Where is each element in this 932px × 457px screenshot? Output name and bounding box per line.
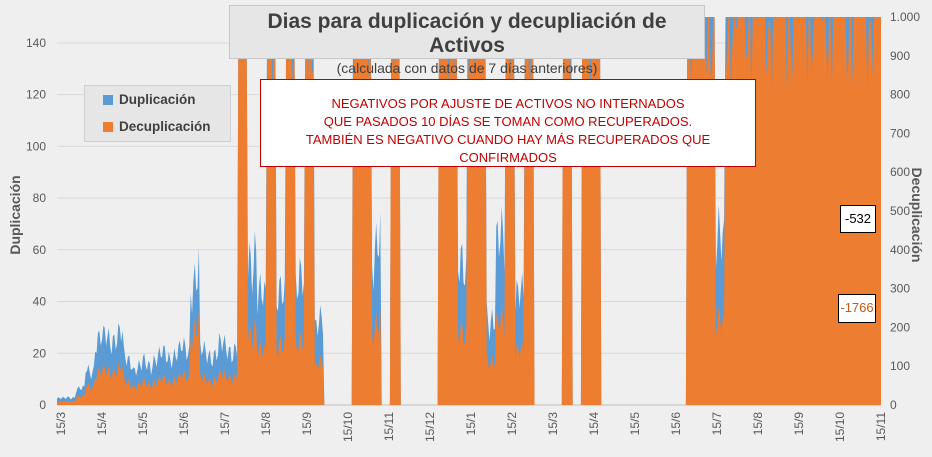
legend-swatch-decuplicacion bbox=[103, 122, 113, 132]
y-tick-right: 300 bbox=[890, 282, 910, 296]
y-tick-right: 600 bbox=[890, 165, 910, 179]
y-tick-left: 100 bbox=[26, 139, 46, 153]
y-tick-right: 0 bbox=[890, 398, 897, 412]
legend-item-duplicacion: Duplicación bbox=[103, 92, 196, 107]
legend-item-decuplicacion: Decuplicación bbox=[103, 119, 211, 134]
y-tick-left: 40 bbox=[33, 295, 47, 309]
annotation-line-2: QUE PASADOS 10 DÍAS SE TOMAN COMO RECUPE… bbox=[323, 114, 693, 129]
x-tick-label: 15/8 bbox=[751, 412, 765, 436]
area-decuplicacion bbox=[57, 17, 881, 405]
x-tick-label: 15/5 bbox=[136, 412, 150, 436]
legend-label-duplicacion: Duplicación bbox=[119, 92, 196, 107]
callout-decuplicacion: -1766 bbox=[838, 294, 876, 323]
x-tick-label: 15/2 bbox=[505, 412, 519, 436]
annotation-note: NEGATIVOS POR AJUSTE DE ACTIVOS NO INTER… bbox=[260, 79, 756, 167]
y-tick-left: 0 bbox=[39, 398, 46, 412]
x-tick-label: 15/11 bbox=[874, 412, 888, 441]
x-tick-label: 15/7 bbox=[710, 412, 724, 436]
chart-title-box: Dias para duplicación y decupliación de … bbox=[229, 5, 705, 76]
y-tick-right: 200 bbox=[890, 320, 910, 334]
y-tick-left: 20 bbox=[33, 346, 47, 360]
y-tick-right: 500 bbox=[890, 204, 910, 218]
y-tick-right: 900 bbox=[890, 49, 910, 63]
x-tick-label: 15/7 bbox=[218, 412, 232, 436]
x-tick-label: 15/5 bbox=[628, 412, 642, 436]
y-tick-right: 1.000 bbox=[890, 10, 920, 24]
legend-swatch-duplicacion bbox=[103, 95, 113, 105]
x-tick-label: 15/10 bbox=[833, 412, 847, 442]
chart-subtitle: (calculada con datos de 7 días anteriore… bbox=[336, 60, 598, 76]
x-tick-label: 15/4 bbox=[587, 412, 601, 436]
series-decuplicacion bbox=[57, 17, 881, 405]
y-axis-right-ticks: 0 100 200 300 400 500 600 700 800 900 1.000 bbox=[890, 10, 920, 412]
y-tick-right: 700 bbox=[890, 126, 910, 140]
x-tick-label: 15/11 bbox=[382, 412, 396, 441]
x-tick-label: 15/9 bbox=[792, 412, 806, 436]
x-tick-label: 15/3 bbox=[54, 412, 68, 436]
x-tick-label: 15/12 bbox=[423, 412, 437, 442]
y-axis-left-title: Duplicación bbox=[7, 175, 23, 254]
y-tick-left: 80 bbox=[33, 191, 47, 205]
x-tick-label: 15/4 bbox=[95, 412, 109, 436]
y-tick-right: 400 bbox=[890, 243, 910, 257]
y-tick-right: 100 bbox=[890, 359, 910, 373]
y-tick-left: 60 bbox=[33, 243, 47, 257]
x-tick-label: 15/6 bbox=[177, 412, 191, 436]
y-axis-left-ticks: 0 20 40 60 80 100 120 140 bbox=[26, 36, 46, 412]
x-tick-label: 15/3 bbox=[546, 412, 560, 436]
x-tick-label: 15/6 bbox=[669, 412, 683, 436]
y-tick-left: 120 bbox=[26, 88, 46, 102]
legend-label-decuplicacion: Decuplicación bbox=[119, 119, 211, 134]
annotation-line-1: NEGATIVOS POR AJUSTE DE ACTIVOS NO INTER… bbox=[331, 96, 685, 111]
x-tick-label: 15/9 bbox=[300, 412, 314, 436]
annotation-line-3: TAMBIÉN ES NEGATIVO CUANDO HAY MÁS RECUP… bbox=[305, 132, 711, 165]
x-tick-label: 15/8 bbox=[259, 412, 273, 436]
x-tick-label: 15/10 bbox=[341, 412, 355, 442]
y-tick-right: 800 bbox=[890, 88, 910, 102]
x-tick-label: 15/1 bbox=[464, 412, 478, 436]
y-axis-right-title: Decuplicación bbox=[909, 168, 925, 263]
chart-title: Dias para duplicación y decupliación de … bbox=[267, 10, 667, 57]
y-tick-left: 140 bbox=[26, 36, 46, 50]
legend: Duplicación Decuplicación bbox=[84, 85, 231, 142]
x-axis-ticks: 15/3 15/4 15/5 15/6 15/7 15/8 15/9 15/10 15/11 15… bbox=[54, 412, 888, 442]
callout-duplicacion: -532 bbox=[840, 205, 876, 233]
